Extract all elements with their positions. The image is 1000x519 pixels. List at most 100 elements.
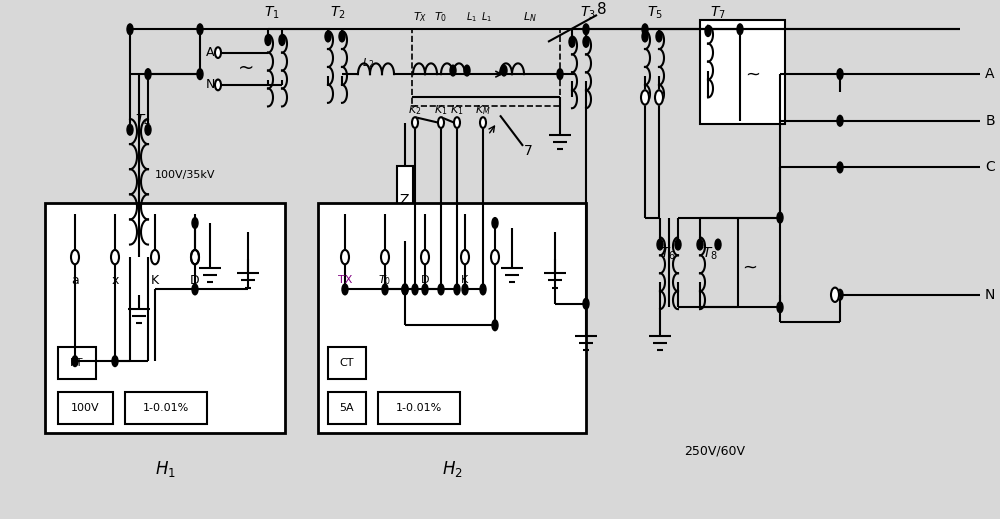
Circle shape [127, 24, 133, 35]
Circle shape [501, 65, 507, 76]
Text: $T_3$: $T_3$ [580, 5, 596, 21]
Text: Z: Z [399, 193, 409, 207]
Text: $T_1$: $T_1$ [264, 5, 280, 21]
Text: A: A [206, 46, 214, 59]
Text: $K_1$: $K_1$ [434, 103, 448, 117]
Circle shape [837, 290, 843, 300]
Circle shape [145, 69, 151, 79]
Text: N: N [985, 288, 995, 302]
Text: C: C [985, 160, 995, 174]
Text: $K_1$: $K_1$ [450, 103, 464, 117]
Circle shape [402, 284, 408, 295]
Circle shape [697, 239, 703, 250]
Circle shape [412, 117, 418, 128]
Text: ~: ~ [238, 59, 254, 78]
Text: $K_2$: $K_2$ [408, 103, 422, 117]
Circle shape [675, 239, 681, 250]
Circle shape [837, 162, 843, 173]
Bar [397, 166, 413, 241]
Text: $L_1$: $L_1$ [466, 10, 478, 24]
Circle shape [705, 26, 711, 36]
Bar [328, 347, 366, 379]
Text: K: K [461, 276, 469, 285]
Text: D: D [190, 274, 200, 287]
Text: $T_5$: $T_5$ [647, 5, 663, 21]
Circle shape [342, 284, 348, 295]
Bar [45, 203, 285, 433]
Circle shape [657, 239, 663, 250]
Text: CT: CT [340, 358, 354, 368]
Circle shape [192, 217, 198, 228]
Text: x: x [111, 274, 119, 287]
Circle shape [642, 24, 648, 35]
Circle shape [215, 47, 221, 58]
Text: $T_X$: $T_X$ [413, 10, 427, 24]
Text: N: N [205, 78, 215, 91]
Text: 100V: 100V [71, 403, 99, 413]
Text: TX: TX [338, 276, 352, 285]
Text: 1-0.01%: 1-0.01% [396, 403, 442, 413]
Circle shape [112, 356, 118, 366]
Circle shape [438, 284, 444, 295]
Bar [125, 392, 207, 424]
Circle shape [339, 31, 345, 42]
Text: $T_0$: $T_0$ [378, 274, 392, 288]
Circle shape [655, 90, 663, 105]
Circle shape [192, 284, 198, 295]
Text: PT: PT [70, 358, 84, 368]
Circle shape [454, 117, 460, 128]
Circle shape [191, 250, 199, 264]
Text: K: K [151, 274, 159, 287]
Text: $L_2$: $L_2$ [362, 57, 374, 70]
Circle shape [197, 69, 203, 79]
Circle shape [461, 250, 469, 264]
Bar [700, 20, 785, 125]
Circle shape [492, 320, 498, 331]
Circle shape [382, 284, 388, 295]
Circle shape [480, 284, 486, 295]
Circle shape [462, 284, 468, 295]
Circle shape [151, 250, 159, 264]
Circle shape [215, 79, 221, 90]
Circle shape [127, 125, 133, 135]
Circle shape [569, 36, 575, 47]
Text: $T_2$: $T_2$ [330, 5, 346, 21]
Circle shape [583, 298, 589, 309]
Circle shape [642, 31, 648, 42]
Text: 8: 8 [597, 2, 607, 17]
Circle shape [491, 250, 499, 264]
Text: $T_6$: $T_6$ [660, 245, 676, 262]
Text: $L_N$: $L_N$ [523, 10, 537, 24]
Circle shape [191, 250, 199, 264]
Circle shape [492, 217, 498, 228]
Text: $H_1$: $H_1$ [155, 459, 175, 479]
Circle shape [641, 90, 649, 105]
Circle shape [72, 356, 78, 366]
Circle shape [737, 24, 743, 35]
Circle shape [111, 250, 119, 264]
Circle shape [831, 288, 839, 302]
Circle shape [265, 35, 271, 46]
Text: 100V/35kV: 100V/35kV [155, 170, 215, 180]
Bar [58, 392, 113, 424]
Circle shape [381, 250, 389, 264]
Circle shape [837, 115, 843, 126]
Text: 1-0.01%: 1-0.01% [143, 403, 189, 413]
Circle shape [341, 250, 349, 264]
Circle shape [279, 35, 285, 46]
Circle shape [412, 284, 418, 295]
Text: $L_1$: $L_1$ [481, 10, 493, 24]
Circle shape [583, 24, 589, 35]
Bar [318, 203, 586, 433]
Circle shape [438, 117, 444, 128]
Text: 7: 7 [524, 144, 532, 158]
Text: D: D [421, 276, 429, 285]
Circle shape [557, 69, 563, 79]
Bar [378, 392, 460, 424]
Text: $T_0$: $T_0$ [434, 10, 448, 24]
Text: 250V/60V: 250V/60V [684, 444, 746, 457]
Text: A: A [985, 67, 995, 81]
Circle shape [450, 65, 456, 76]
Circle shape [480, 117, 486, 128]
Circle shape [402, 284, 408, 295]
